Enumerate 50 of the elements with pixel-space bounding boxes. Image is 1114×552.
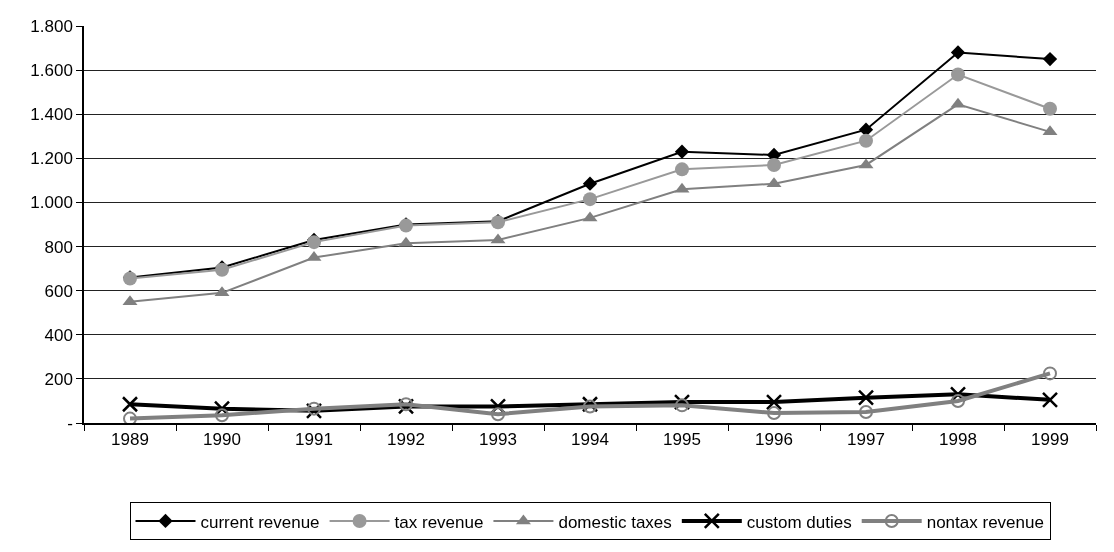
x-tick-label: 1993 [479,430,517,450]
legend-label: custom duties [746,512,852,532]
point [675,398,689,413]
y-tick-label: - [67,413,73,433]
point [121,396,139,413]
x-tick-label: 1989 [111,430,149,450]
point [582,176,598,191]
point [767,406,781,421]
legend-label: nontax revenue [926,512,1044,532]
y-tick-label: 800 [44,237,73,257]
y-tick-label: 1.600 [30,61,73,81]
point [491,407,505,422]
point [950,45,966,60]
y-tick-label: 1.000 [30,193,73,213]
point [1042,51,1058,67]
x-tick-label: 1990 [203,430,241,450]
point [123,411,137,423]
x-tick-label: 1994 [571,430,609,450]
y-tick-label: 400 [44,325,73,345]
y-tick-label: 1.200 [30,149,73,169]
y-tick-label: 200 [44,369,73,389]
legend-label: tax revenue [394,512,484,532]
y-tick-label: 1.800 [30,16,73,36]
x-tick-label: 1991 [295,430,333,450]
point [1043,366,1057,381]
point [675,162,689,177]
point [859,133,873,148]
point [857,389,875,406]
point [307,401,321,416]
point [674,144,690,159]
y-tick-label: 1.400 [30,105,73,125]
x-tick-label: 1996 [755,430,793,450]
point [767,157,781,172]
x-tick-label: 1995 [663,430,701,450]
point [859,404,873,419]
legend-label: domestic taxes [558,512,672,532]
point [951,67,965,82]
legend-label: current revenue [200,512,320,532]
x-tick-label: 1998 [939,430,977,450]
point [765,393,783,411]
point [215,408,229,423]
point [1041,391,1059,409]
x-tick-label: 1997 [847,430,885,450]
point [951,393,965,408]
x-tick-label: 1999 [1031,430,1069,450]
point [583,192,597,207]
y-tick-label: 600 [44,281,73,301]
point [1043,101,1057,116]
x-tick-label: 1992 [387,430,425,450]
point [858,122,874,137]
